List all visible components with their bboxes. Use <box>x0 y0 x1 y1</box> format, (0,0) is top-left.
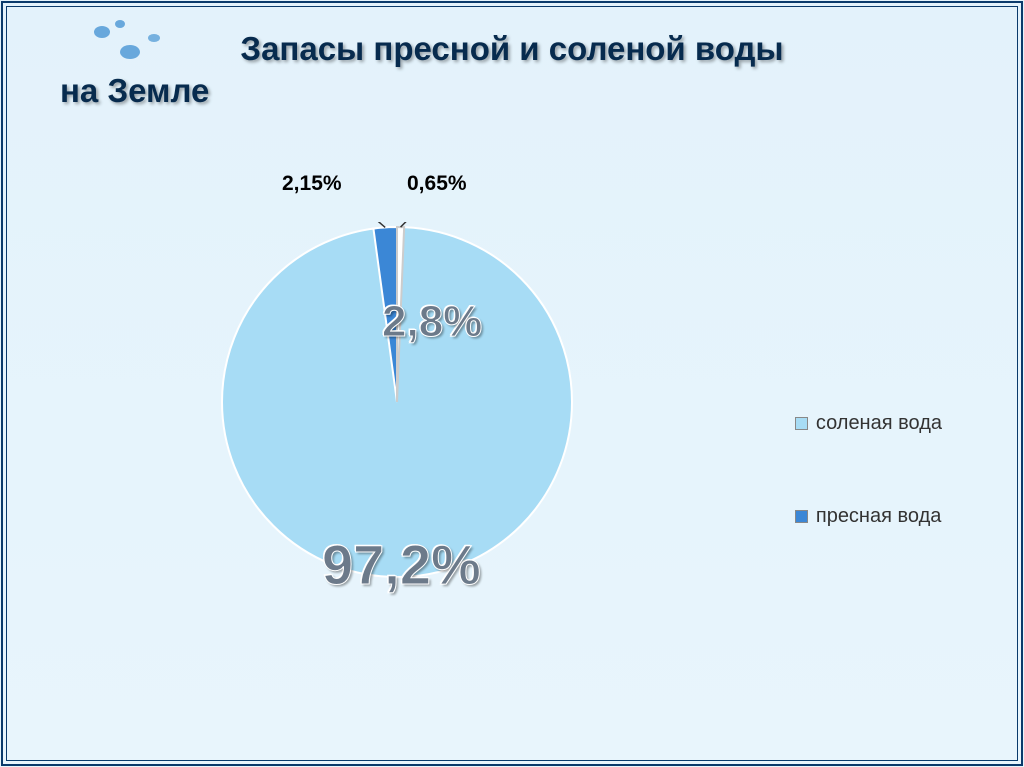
slice-label-fresh1: 2,15% <box>282 172 342 196</box>
legend: соленая вода пресная вода <box>795 412 942 528</box>
slide-title: Запасы пресной и соленой воды на Земле <box>60 30 964 110</box>
title-line-1: Запасы пресной и соленой воды <box>60 30 964 68</box>
slide: Запасы пресной и соленой воды на Земле 2… <box>0 0 1024 767</box>
legend-item-fresh: пресная вода <box>795 505 942 528</box>
legend-swatch-salt <box>795 417 808 430</box>
legend-label-fresh: пресная вода <box>816 505 942 528</box>
title-line-2: на Земле <box>60 72 964 110</box>
overlay-label-fresh: 2,8% <box>382 297 482 347</box>
legend-item-salt: соленая вода <box>795 412 942 435</box>
legend-swatch-fresh <box>795 510 808 523</box>
overlay-label-salt: 97,2% <box>322 532 481 597</box>
legend-label-salt: соленая вода <box>816 412 942 435</box>
pie-wrap <box>217 222 577 582</box>
pie-chart: 2,15% 0,65% 2,8% 97,2% соленая вода прес… <box>12 162 1012 742</box>
pie-svg <box>217 222 577 582</box>
slice-label-fresh2: 0,65% <box>407 172 467 196</box>
slide-content: Запасы пресной и соленой воды на Земле 2… <box>12 12 1012 755</box>
